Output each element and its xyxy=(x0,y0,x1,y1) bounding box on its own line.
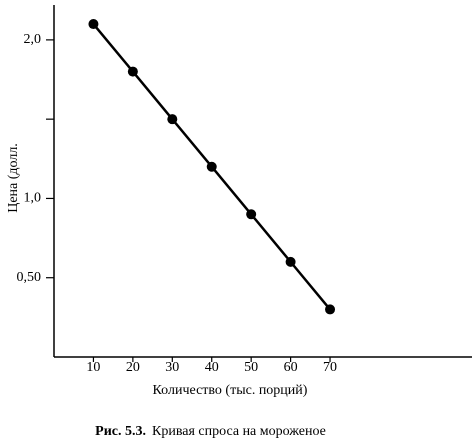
y-tick-label: 2,0 xyxy=(24,32,42,47)
data-point xyxy=(206,161,217,172)
data-point xyxy=(285,256,296,267)
caption-text: Кривая спроса на мороженое xyxy=(152,424,326,439)
x-tick-label: 60 xyxy=(284,360,298,375)
x-tick-label: 10 xyxy=(86,360,100,375)
data-point xyxy=(325,304,336,315)
x-tick-label: 70 xyxy=(323,360,337,375)
x-tick-label: 50 xyxy=(244,360,258,375)
caption-label: Рис. 5.3. xyxy=(95,424,146,439)
x-axis-label: Количество (тыс. порций) xyxy=(153,383,308,398)
y-tick-label: 1,0 xyxy=(24,191,42,206)
data-point xyxy=(246,209,257,220)
data-point xyxy=(88,19,99,30)
data-point xyxy=(127,66,138,77)
y-tick-label: 0,50 xyxy=(17,270,42,285)
y-axis-label: Цена (долл. xyxy=(6,143,21,213)
x-tick-label: 20 xyxy=(126,360,140,375)
data-point xyxy=(167,114,178,125)
x-tick-label: 40 xyxy=(205,360,219,375)
x-tick-label: 30 xyxy=(165,360,179,375)
